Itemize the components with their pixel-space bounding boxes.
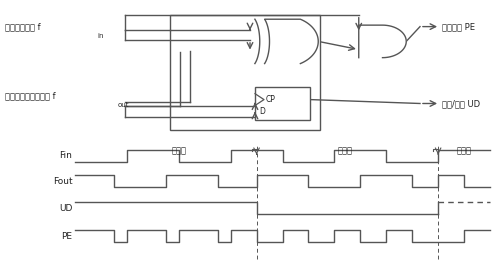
- Text: D: D: [259, 107, 265, 116]
- Text: 滞后时: 滞后时: [337, 146, 352, 155]
- Text: 超前时: 超前时: [171, 146, 186, 155]
- Text: CP: CP: [266, 95, 276, 104]
- Text: 相位误差 PE: 相位误差 PE: [442, 22, 476, 31]
- Bar: [170, 15, 320, 130]
- Text: Fout: Fout: [53, 177, 72, 186]
- Text: UD: UD: [59, 204, 72, 213]
- Polygon shape: [264, 19, 318, 64]
- Text: 同步时: 同步时: [456, 146, 471, 155]
- Bar: [255, 87, 310, 120]
- Text: in: in: [98, 32, 104, 39]
- Text: 本地恢复位定时信号 f: 本地恢复位定时信号 f: [5, 92, 56, 101]
- Polygon shape: [359, 25, 406, 58]
- Text: PE: PE: [62, 232, 72, 241]
- Text: out: out: [118, 102, 129, 108]
- Text: Fin: Fin: [60, 152, 72, 161]
- Text: 接收输入信号 f: 接收输入信号 f: [5, 22, 41, 31]
- Text: 超前/滞后 UD: 超前/滞后 UD: [442, 99, 480, 108]
